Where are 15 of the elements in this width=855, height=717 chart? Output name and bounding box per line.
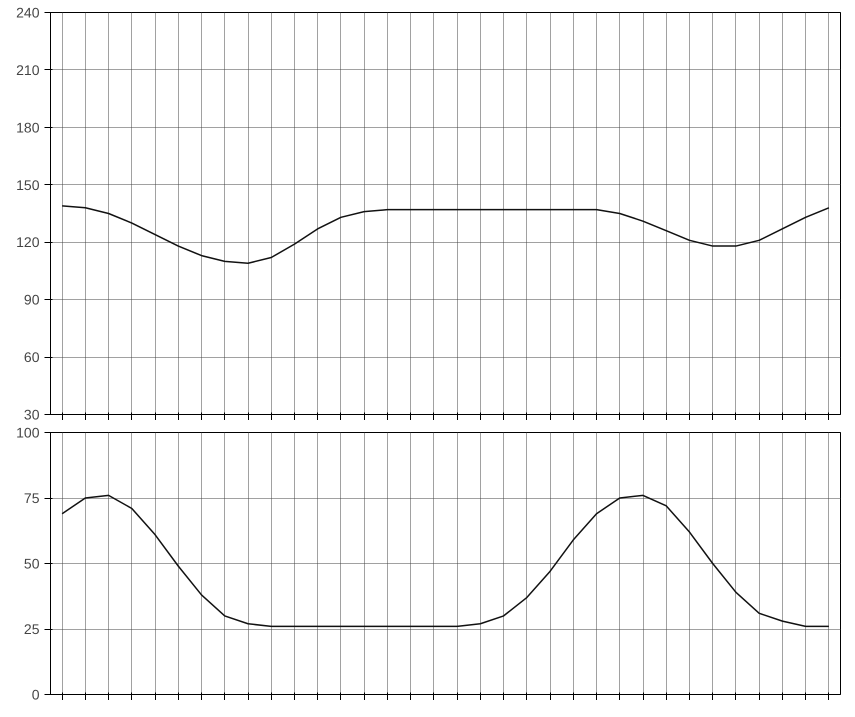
y-tick-label: 180 <box>16 119 40 136</box>
y-tick-label: 120 <box>16 234 40 250</box>
y-tick-label: 75 <box>24 490 40 506</box>
line-series <box>61 205 830 264</box>
y-tick-label: 90 <box>24 292 40 308</box>
y-tick-label: 25 <box>24 621 40 637</box>
line-series <box>61 494 830 628</box>
y-tick-label: 30 <box>24 406 40 422</box>
y-tick-label: 150 <box>16 176 40 193</box>
y-tick-label: 60 <box>24 349 40 366</box>
y-tick-label: 0 <box>32 686 40 702</box>
y-tick-label: 100 <box>16 424 40 440</box>
y-tick-label: 210 <box>16 62 40 78</box>
y-tick-label: 240 <box>16 4 40 20</box>
y-tick-label: 50 <box>24 556 40 572</box>
